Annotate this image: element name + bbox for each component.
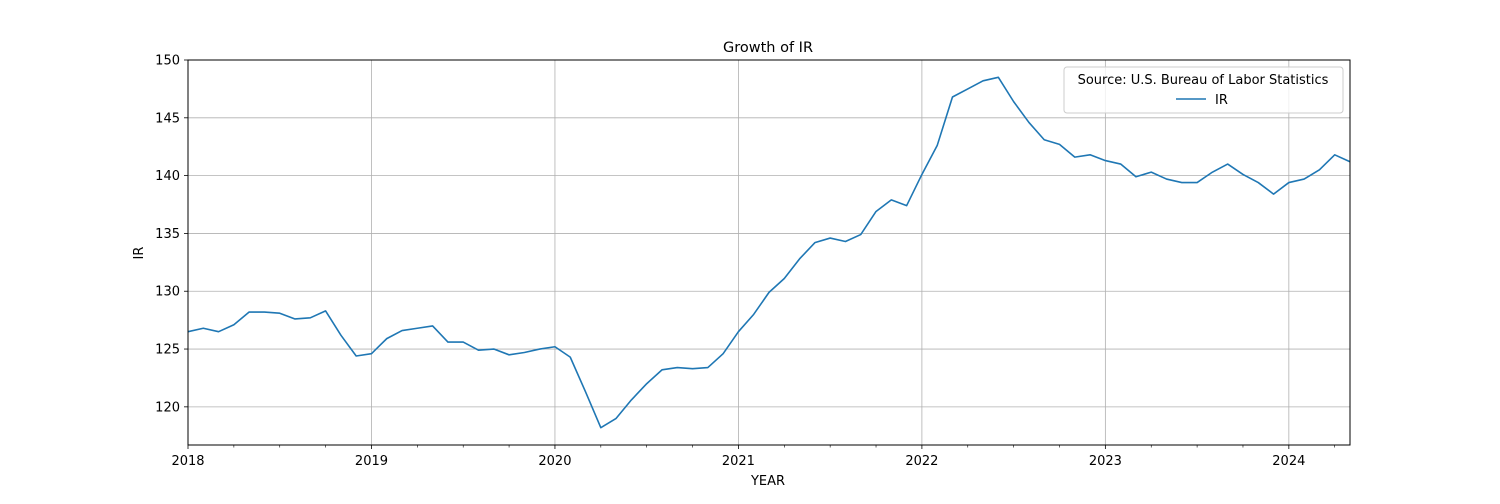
series-line-ir bbox=[187, 76, 1351, 429]
x-axis-label: YEAR bbox=[750, 474, 785, 489]
x-tick-label: 2018 bbox=[171, 454, 204, 469]
grid-lines bbox=[187, 59, 1350, 445]
legend: Source: U.S. Bureau of Labor Statistics … bbox=[1063, 66, 1344, 114]
legend-title: Source: U.S. Bureau of Labor Statistics bbox=[1078, 73, 1329, 88]
y-tick-label: 145 bbox=[155, 111, 180, 126]
x-axis-ticks: 2018 2019 2020 2021 2022 2023 2024 bbox=[171, 445, 1336, 469]
y-axis-ticks: 120 125 130 135 140 145 150 bbox=[155, 54, 188, 415]
x-tick-label: 2023 bbox=[1089, 454, 1122, 469]
y-tick-label: 130 bbox=[155, 285, 180, 300]
y-axis-label: IR bbox=[132, 247, 147, 260]
plot-frame bbox=[187, 59, 1351, 446]
legend-label-ir: IR bbox=[1215, 93, 1228, 108]
y-tick-label: 150 bbox=[155, 54, 180, 69]
y-tick-label: 135 bbox=[155, 227, 180, 242]
chart-title: Growth of IR bbox=[723, 40, 813, 56]
x-tick-label: 2022 bbox=[905, 454, 938, 469]
legend-box bbox=[1063, 66, 1344, 114]
series-layer bbox=[187, 76, 1351, 429]
y-tick-label: 120 bbox=[155, 400, 180, 415]
x-tick-label: 2021 bbox=[722, 454, 755, 469]
y-tick-label: 140 bbox=[155, 169, 180, 184]
x-tick-label: 2019 bbox=[355, 454, 388, 469]
y-tick-label: 125 bbox=[155, 343, 180, 358]
x-tick-label: 2024 bbox=[1272, 454, 1305, 469]
x-tick-label: 2020 bbox=[538, 454, 571, 469]
